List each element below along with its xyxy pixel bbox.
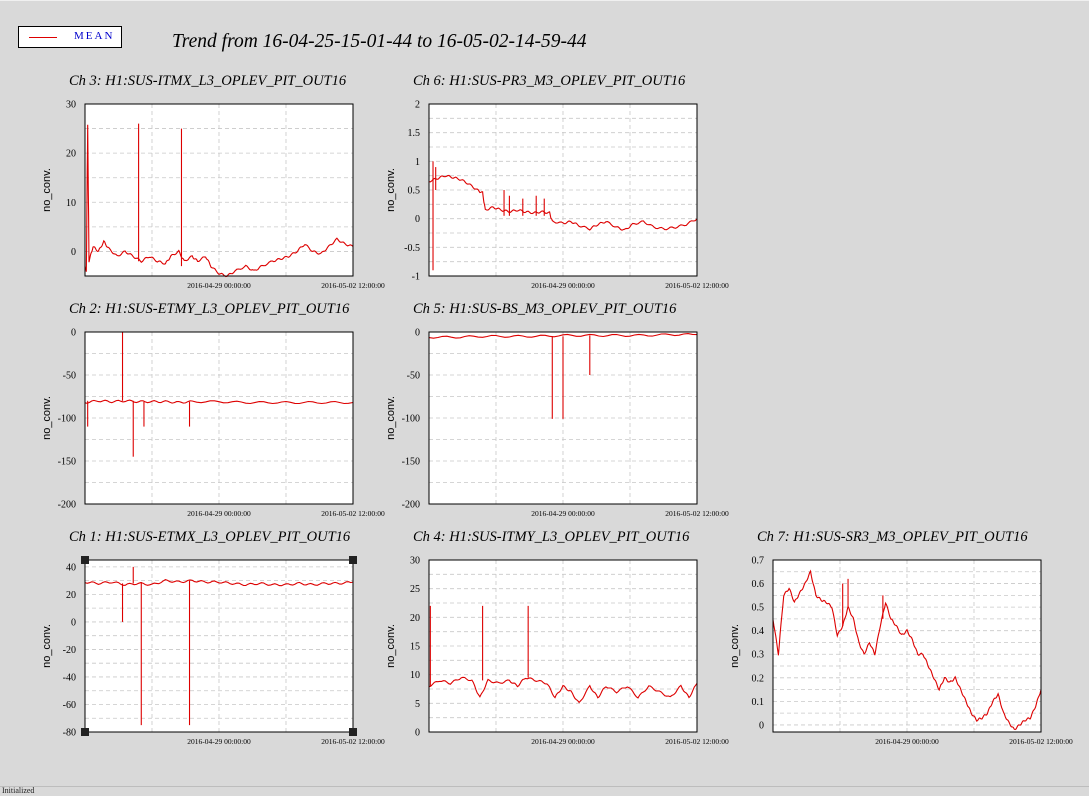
plot-6-ytick: 10 [410,670,420,681]
plot-4-ytick: -100 [402,414,420,425]
plot-3-ytick: -50 [63,371,76,382]
legend-box: MEAN [18,26,122,48]
selection-handle-1 [81,556,89,564]
plot-3-ytick: -200 [58,500,76,511]
plot-6-ytick: 20 [410,613,420,624]
plot-3-xtick: 2016-04-29 00:00:00 [187,509,251,518]
plot-7-ytick: 0.7 [752,556,765,567]
plot-4-ytick: -50 [407,371,420,382]
plot-5-ytick: 40 [66,562,76,573]
plot-3-xtick: 2016-05-02 12:00:00 [321,509,385,518]
plot-1-series-line [84,124,354,278]
plot-3-title: Ch 2: H1:SUS-ETMY_L3_OPLEV_PIT_OUT16 [69,301,350,317]
plot-5-ytick: 0 [71,617,76,628]
plot-3-frame [84,331,354,505]
plot-2-frame [428,103,698,277]
plot-4-frame [428,331,698,505]
plot-1-ytick: 0 [71,247,76,258]
selection-handle-3 [81,728,89,736]
plot-5-ylabel: no_conv. [41,624,53,668]
plot-5-ytick: -80 [63,728,76,739]
plot-4-ylabel: no_conv. [385,396,397,440]
plot-1-xtick: 2016-05-02 12:00:00 [321,281,385,290]
plot-7-ytick: 0.1 [752,697,765,708]
plot-6-title: Ch 4: H1:SUS-ITMY_L3_OPLEV_PIT_OUT16 [413,529,690,545]
plot-7-ytick: 0.4 [752,626,765,637]
selection-handle-2 [349,556,357,564]
plot-6-ytick: 15 [410,642,420,653]
plot-1-frame [84,103,354,277]
plot-2-ytick: 0 [415,214,420,225]
plot-3-ytick: 0 [71,328,76,339]
plot-7-series-line [772,569,1042,731]
plot-5-series-line [84,578,354,587]
plot-7-ytick: 0.6 [752,579,765,590]
plot-3-ytick: -100 [58,414,76,425]
plot-7-frame [772,559,1042,733]
plot-7-ytick: 0 [759,720,764,731]
plot-6-ytick: 25 [410,584,420,595]
window-top-edge [0,0,1089,1]
plot-6-ytick: 30 [410,556,420,567]
plot-6-ylabel: no_conv. [385,624,397,668]
selection-handle-4 [349,728,357,736]
plot-2-ytick: 1 [415,157,420,168]
plot-1-ytick: 20 [66,149,76,160]
plot-4-ytick: -150 [402,457,420,468]
plot-5-ytick: -60 [63,700,76,711]
plot-5-ytick: 20 [66,590,76,601]
plot-6-frame [428,559,698,733]
plot-6-xtick: 2016-04-29 00:00:00 [531,737,595,746]
legend-swatch-mean [29,37,57,38]
plot-4-xtick: 2016-04-29 00:00:00 [531,509,595,518]
plot-2-xtick: 2016-04-29 00:00:00 [531,281,595,290]
plot-7-ytick: 0.2 [752,673,765,684]
plot-7-xtick: 2016-05-02 12:00:00 [1009,737,1073,746]
plot-5-frame [84,559,354,733]
plot-2-ytick: -1 [412,272,420,283]
plot-7-title: Ch 7: H1:SUS-SR3_M3_OPLEV_PIT_OUT16 [757,529,1028,545]
legend-label-mean: MEAN [74,30,115,42]
plot-4-title: Ch 5: H1:SUS-BS_M3_OPLEV_PIT_OUT16 [413,301,677,317]
status-text: Initialized [2,786,35,795]
plot-5-title: Ch 1: H1:SUS-ETMX_L3_OPLEV_PIT_OUT16 [69,529,351,545]
plot-2-ytick: 2 [415,100,420,111]
plot-7-xtick: 2016-04-29 00:00:00 [875,737,939,746]
plot-1-xtick: 2016-04-29 00:00:00 [187,281,251,290]
plot-3-ytick: -150 [58,457,76,468]
plot-2-xtick: 2016-05-02 12:00:00 [665,281,729,290]
plot-2-ytick: 0.5 [408,186,421,197]
plot-7-ytick: 0.3 [752,650,765,661]
plot-1-ytick: 30 [66,100,76,111]
plot-1-ytick: 10 [66,198,76,209]
plot-2-ylabel: no_conv. [385,168,397,212]
plot-1-ylabel: no_conv. [41,168,53,212]
plot-6-ytick: 5 [415,699,420,710]
plot-4-ytick: 0 [415,328,420,339]
plot-5-xtick: 2016-04-29 00:00:00 [187,737,251,746]
plot-7-ylabel: no_conv. [729,624,741,668]
plot-6-ytick: 0 [415,728,420,739]
plot-6-series-line [428,676,698,704]
plot-3-ylabel: no_conv. [41,396,53,440]
plot-1-title: Ch 3: H1:SUS-ITMX_L3_OPLEV_PIT_OUT16 [69,73,347,89]
status-bar: Initialized [0,786,1089,796]
plot-5-ytick: -20 [63,645,76,656]
plot-4-series-line [428,333,698,339]
plot-5-xtick: 2016-05-02 12:00:00 [321,737,385,746]
plot-5-ytick: -40 [63,672,76,683]
plot-2-series-line [428,174,698,231]
plot-2-title: Ch 6: H1:SUS-PR3_M3_OPLEV_PIT_OUT16 [413,73,686,89]
plot-3-series-line [84,399,354,405]
plot-2-ytick: -0.5 [404,243,420,254]
main-title: Trend from 16-04-25-15-01-44 to 16-05-02… [172,31,587,52]
plot-2-ytick: 1.5 [408,128,421,139]
plot-6-xtick: 2016-05-02 12:00:00 [665,737,729,746]
plot-7-ytick: 0.5 [752,603,765,614]
plot-4-ytick: -200 [402,500,420,511]
plot-4-xtick: 2016-05-02 12:00:00 [665,509,729,518]
